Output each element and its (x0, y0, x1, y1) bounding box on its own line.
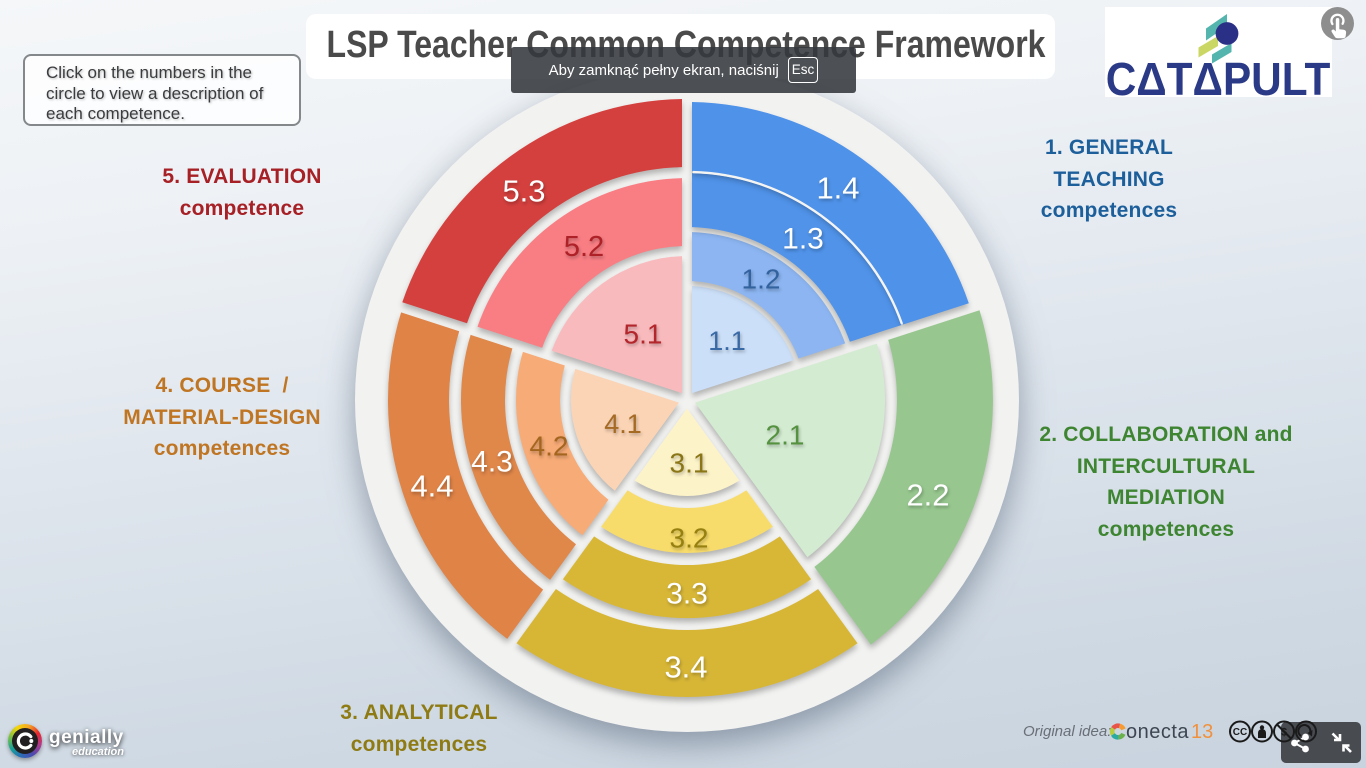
svg-text:3.1: 3.1 (670, 448, 709, 479)
svg-text:5.2: 5.2 (564, 231, 604, 263)
svg-text:4.4: 4.4 (410, 469, 453, 504)
svg-text:CC: CC (1233, 727, 1247, 738)
svg-text:4.3: 4.3 (471, 446, 513, 479)
svg-text:4.2: 4.2 (530, 431, 569, 462)
svg-text:2.2: 2.2 (906, 478, 949, 513)
svg-text:3.4: 3.4 (664, 650, 707, 685)
svg-text:5.1: 5.1 (624, 319, 663, 350)
svg-text:1.3: 1.3 (782, 223, 824, 256)
svg-text:3.2: 3.2 (670, 523, 709, 554)
svg-text:3.3: 3.3 (666, 578, 708, 611)
svg-text:1.2: 1.2 (742, 264, 781, 295)
svg-text:onecta: onecta (1126, 721, 1189, 743)
svg-text:13: 13 (1191, 721, 1213, 743)
svg-text:1.1: 1.1 (708, 326, 746, 356)
svg-text:1.4: 1.4 (816, 171, 859, 206)
svg-text:4.1: 4.1 (604, 409, 642, 439)
svg-text:2.1: 2.1 (766, 420, 805, 451)
svg-text:5.3: 5.3 (502, 174, 545, 209)
